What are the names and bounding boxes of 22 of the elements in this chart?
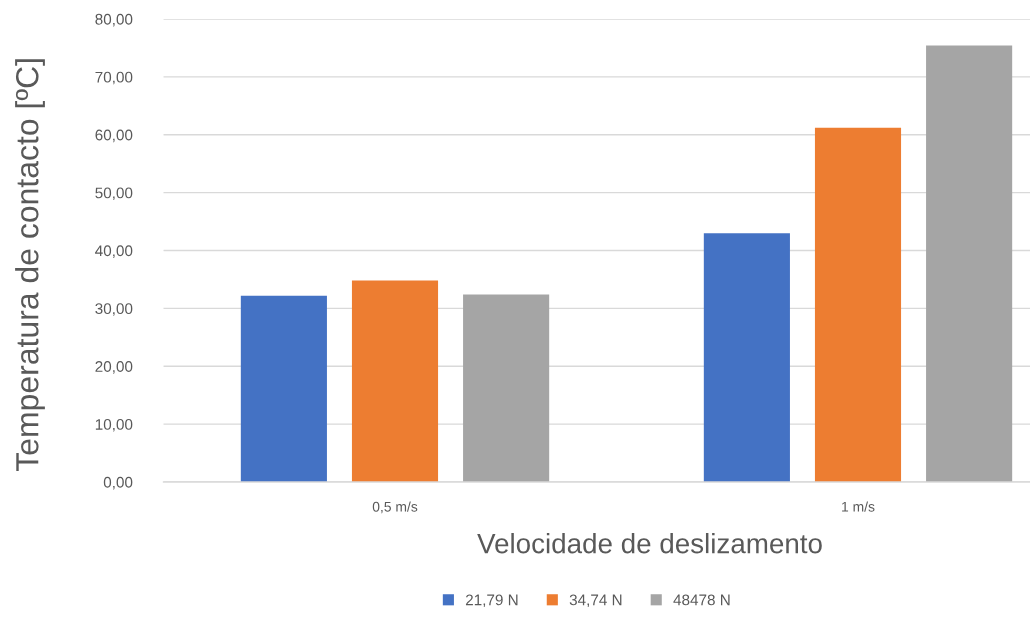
y-tick-label: 80,00 [95, 13, 133, 27]
bar [703, 233, 790, 482]
legend-label: 21,79 N [465, 594, 518, 608]
y-tick-label: 60,00 [95, 129, 133, 143]
y-tick-label: 40,00 [95, 245, 133, 258]
y-tick-label: 70,00 [95, 71, 133, 85]
x-axis-title: Velocidade de deslizamento [477, 533, 822, 554]
y-tick-label: 10,00 [95, 418, 133, 432]
y-axis-title: Temperatura de contacto [ºC] [15, 59, 45, 472]
legend-label: 48478 N [673, 594, 730, 606]
bar [814, 127, 902, 482]
legend-label: 34,74 N [569, 594, 622, 608]
y-tick-label: 30,00 [95, 303, 133, 316]
y-tick-label: 20,00 [95, 361, 133, 374]
bar [351, 280, 439, 482]
y-tick-label: 0,00 [103, 476, 133, 490]
bar [926, 45, 1013, 482]
bar [240, 295, 327, 482]
x-tick-label: 1 m/s [842, 501, 875, 512]
x-tick-label: 0,5 m/s [372, 501, 418, 514]
bar [463, 294, 550, 482]
y-tick-label: 50,00 [95, 187, 133, 201]
